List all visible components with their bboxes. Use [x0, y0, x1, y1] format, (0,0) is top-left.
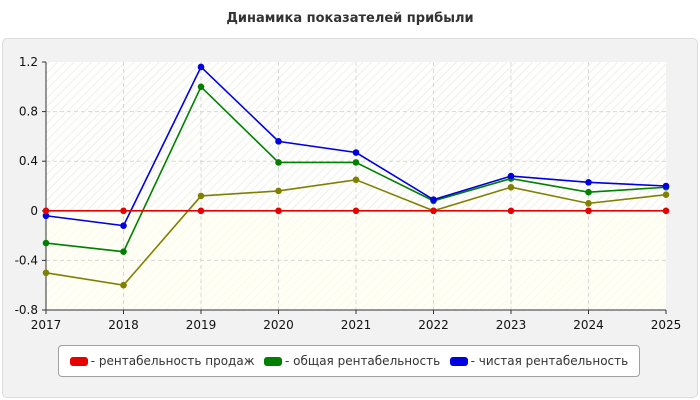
data-point[interactable]: [507, 207, 515, 215]
data-point[interactable]: [42, 269, 50, 277]
data-point[interactable]: [430, 196, 437, 203]
legend-item-total-profitability[interactable]: - общая рентабельность: [264, 354, 440, 368]
data-point[interactable]: [352, 159, 360, 166]
data-point[interactable]: [120, 222, 127, 229]
legend-item-net-profitability[interactable]: - чистая рентабельность: [449, 354, 629, 368]
data-point[interactable]: [197, 207, 205, 215]
data-point[interactable]: [120, 281, 127, 289]
x-tick-label: 2017: [31, 318, 62, 332]
data-point[interactable]: [197, 63, 205, 71]
data-point[interactable]: [275, 207, 282, 215]
data-point[interactable]: [275, 187, 282, 195]
data-point[interactable]: [275, 138, 282, 145]
data-point[interactable]: [430, 207, 437, 215]
data-point[interactable]: [585, 200, 592, 207]
legend-label: - чистая рентабельность: [470, 354, 629, 368]
y-tick-label: 0.4: [19, 154, 38, 168]
x-tick-label: 2023: [496, 318, 527, 332]
series-layer: [42, 63, 670, 289]
legend-swatch-green: [264, 356, 283, 366]
legend-label: - общая рентабельность: [285, 354, 441, 368]
data-point[interactable]: [662, 207, 670, 215]
x-tick-label: 2024: [573, 318, 604, 332]
legend-item-sales-profitability[interactable]: - рентабельность продаж: [69, 354, 255, 368]
y-tick-label: 1.2: [19, 55, 38, 69]
tick-label-layer: 2017 2018 2019 2020 2021 2022 2023 2024 2025 -0.8…: [15, 55, 682, 332]
legend-swatch-red: [69, 356, 88, 366]
data-point[interactable]: [507, 172, 515, 180]
data-point[interactable]: [352, 149, 360, 156]
y-tick-label: 0.8: [19, 105, 38, 119]
data-point[interactable]: [662, 191, 670, 198]
x-tick-label: 2025: [651, 318, 682, 332]
chart-title: Динамика показателей прибыли: [226, 11, 474, 26]
data-point[interactable]: [42, 207, 50, 215]
data-point[interactable]: [585, 178, 592, 186]
data-point[interactable]: [352, 176, 360, 184]
x-tick-label: 2018: [108, 318, 139, 332]
y-tick-label: 0: [30, 204, 38, 218]
data-point[interactable]: [120, 248, 127, 256]
x-tick-label: 2020: [263, 318, 294, 332]
legend-label: - рентабельность продаж: [90, 354, 255, 368]
x-tick-label: 2019: [186, 318, 217, 332]
data-point[interactable]: [507, 183, 515, 191]
data-point[interactable]: [42, 212, 50, 220]
data-point[interactable]: [275, 159, 282, 166]
data-point[interactable]: [197, 192, 205, 200]
data-point[interactable]: [352, 207, 360, 215]
data-point[interactable]: [120, 207, 127, 215]
data-point[interactable]: [585, 207, 592, 215]
y-tick-label: -0.8: [15, 303, 38, 317]
data-point[interactable]: [662, 182, 670, 190]
data-point[interactable]: [42, 239, 50, 247]
legend-swatch-blue: [449, 356, 468, 366]
y-tick-label: -0.4: [15, 253, 38, 267]
data-point[interactable]: [197, 83, 205, 91]
data-point[interactable]: [585, 188, 592, 196]
legend: - рентабельность продаж - общая рентабел…: [58, 345, 640, 377]
x-tick-label: 2021: [341, 318, 372, 332]
axes-layer: [42, 61, 667, 314]
x-tick-label: 2022: [418, 318, 449, 332]
